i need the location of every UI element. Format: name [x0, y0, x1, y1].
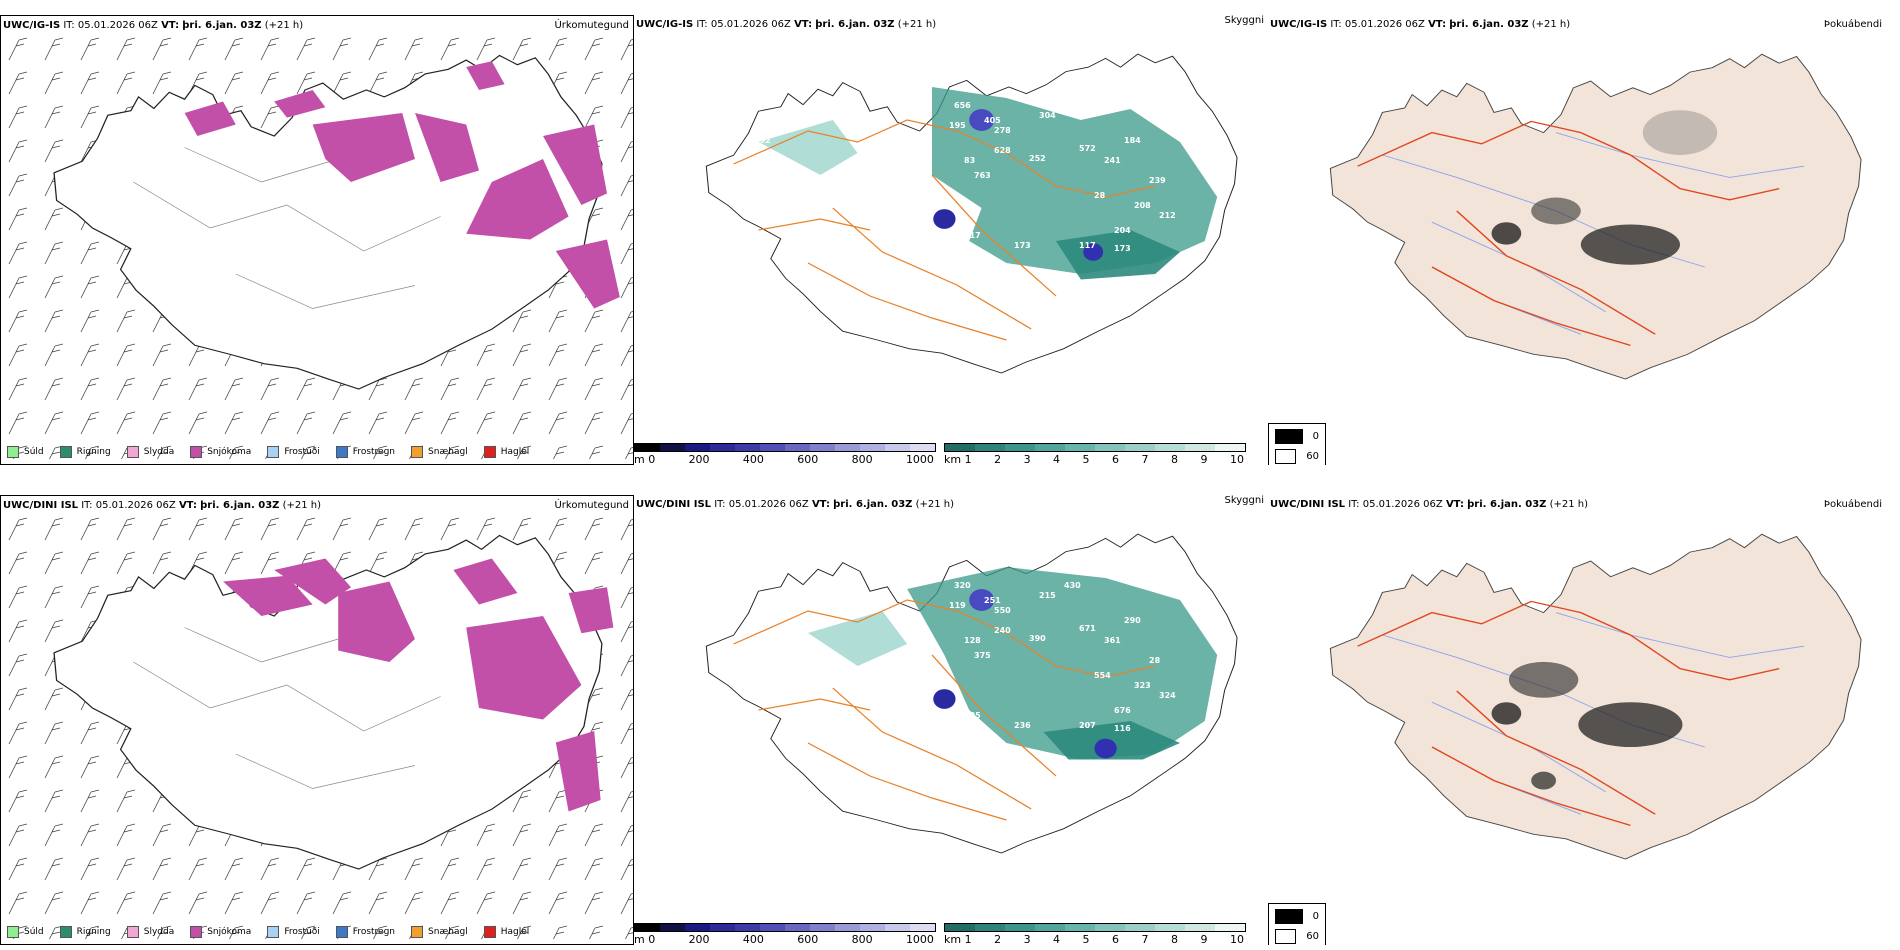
cloud-base-label: 184 [1124, 136, 1141, 145]
visibility-map: 968 692 656 405 195 278 304 789 628 572 184 83 252 24… [705, 53, 1238, 374]
ceiling-scale: m 0 200 400 600 800 1000 [634, 443, 936, 465]
cloud-base-label: 125 [964, 711, 981, 720]
cloud-base-label: 28 [1094, 191, 1106, 200]
cloud-base-label: 240 [994, 626, 1011, 635]
visibility-map: 960 330 320 251 119 550 215 430 240 671 290 128 390 3… [705, 533, 1238, 854]
cloud-base-label: 405 [984, 116, 1001, 125]
visibility-panel-row1: UWC/IG-IS IT: 05.01.2026 06Z VT: þri. 6.… [634, 15, 1268, 465]
cloud-base-label: 28 [1149, 656, 1161, 665]
product-title: Úrkomutegund [554, 500, 629, 511]
cloud-base-label: 236 [1014, 721, 1031, 730]
cloud-base-label: 251 [984, 596, 1001, 605]
visibility-panel-row2: UWC/DINI ISL IT: 05.01.2026 06Z VT: þri.… [634, 495, 1268, 945]
product-title: Skyggni [1224, 15, 1264, 26]
visibility-scale: km 1 2 3 4 5 6 7 8 9 10 [944, 923, 1246, 945]
product-title: Skyggni [1224, 495, 1264, 506]
cloud-base-label: 241 [1104, 156, 1121, 165]
cloud-base-label: 116 [1114, 724, 1131, 733]
cloud-base-label: 207 [1079, 721, 1096, 730]
product-title: Þokuábendi [1823, 499, 1882, 510]
cloud-base-label: 656 [954, 101, 971, 110]
cloud-base-label: 83 [964, 156, 975, 165]
precip-legend: Súld Rigning Slydda Snjókoma Frostúði Fr… [7, 446, 545, 458]
ceiling-scale: m 0 200 400 600 800 1000 [634, 923, 936, 945]
cloud-base-label: 960 [794, 586, 811, 595]
cloud-base-label: 375 [974, 651, 991, 660]
cloud-base-label: 676 [1114, 706, 1131, 715]
product-title: Úrkomutegund [554, 20, 629, 31]
cloud-base-label: 323 [1134, 681, 1151, 690]
cloud-base-label: 572 [1079, 144, 1096, 153]
cloud-base-label: 628 [994, 146, 1011, 155]
cloud-base-label: 195 [949, 121, 966, 130]
cloud-base-label: 173 [1114, 244, 1131, 253]
fog-panel-row2: UWC/DINI ISL IT: 05.01.2026 06Z VT: þri.… [1268, 495, 1900, 945]
visibility-header: UWC/DINI ISL IT: 05.01.2026 06Z VT: þri.… [636, 499, 955, 510]
precip-panel-row1: UWC/IG-IS IT: 05.01.2026 06Z VT: þri. 6.… [0, 15, 634, 465]
fog-legend: 0 60 [1268, 423, 1326, 465]
precip-map [1, 514, 633, 939]
product-title: Þokuábendi [1823, 19, 1882, 30]
fog-panel-row1: UWC/IG-IS IT: 05.01.2026 06Z VT: þri. 6.… [1268, 15, 1900, 465]
fog-header: UWC/IG-IS IT: 05.01.2026 06Z VT: þri. 6.… [1270, 19, 1571, 30]
cloud-base-label: 278 [994, 126, 1011, 135]
fog-header: UWC/DINI ISL IT: 05.01.2026 06Z VT: þri.… [1270, 499, 1589, 510]
cloud-base-label: 330 [754, 616, 771, 625]
cloud-base-label: 968 [794, 106, 811, 115]
cloud-base-label: 252 [1029, 154, 1046, 163]
cloud-base-label: 173 [1014, 241, 1031, 250]
fog-legend: 0 60 [1268, 903, 1326, 945]
cloud-base-label: 119 [949, 601, 966, 610]
cloud-base-label: 430 [1064, 581, 1081, 590]
precip-panel-row2: UWC/DINI ISL IT: 05.01.2026 06Z VT: þri.… [0, 495, 634, 945]
cloud-base-label: 320 [954, 581, 971, 590]
precip-map [1, 34, 633, 459]
ceiling-unit: m [634, 453, 645, 465]
cloud-base-label: 361 [1104, 636, 1121, 645]
precip-header: UWC/IG-IS IT: 05.01.2026 06Z VT: þri. 6.… [3, 20, 304, 31]
cloud-base-label: 117 [964, 231, 981, 240]
cloud-base-label: 117 [1079, 241, 1096, 250]
cloud-base-label: 290 [1124, 616, 1141, 625]
precip-legend: Súld Rigning Slydda Snjókoma Frostúði Fr… [7, 926, 545, 938]
cloud-base-label: 692 [754, 136, 771, 145]
cloud-base-label: 128 [964, 636, 981, 645]
cloud-base-label: 324 [1159, 691, 1176, 700]
cloud-base-label: 239 [1149, 176, 1166, 185]
cloud-base-label: 390 [1029, 634, 1046, 643]
visibility-header: UWC/IG-IS IT: 05.01.2026 06Z VT: þri. 6.… [636, 19, 937, 30]
cloud-base-label: 208 [1134, 201, 1151, 210]
cloud-base-label: 204 [1114, 226, 1131, 235]
cloud-base-label: 550 [994, 606, 1011, 615]
cloud-base-label: 215 [1039, 591, 1056, 600]
visibility-scale: km 1 2 3 4 5 6 7 8 9 10 [944, 443, 1246, 465]
cloud-base-label: 90 [934, 676, 946, 685]
cloud-base-label: 671 [1079, 624, 1096, 633]
cloud-base-label: 763 [974, 171, 991, 180]
fog-map [1329, 53, 1862, 380]
cloud-base-label: 212 [1159, 211, 1176, 220]
cloud-base-label: 789 [1064, 101, 1081, 110]
fog-map [1329, 533, 1862, 860]
cloud-base-label: 304 [1039, 111, 1056, 120]
cloud-base-label: 554 [1094, 671, 1111, 680]
precip-header: UWC/DINI ISL IT: 05.01.2026 06Z VT: þri.… [3, 500, 322, 511]
